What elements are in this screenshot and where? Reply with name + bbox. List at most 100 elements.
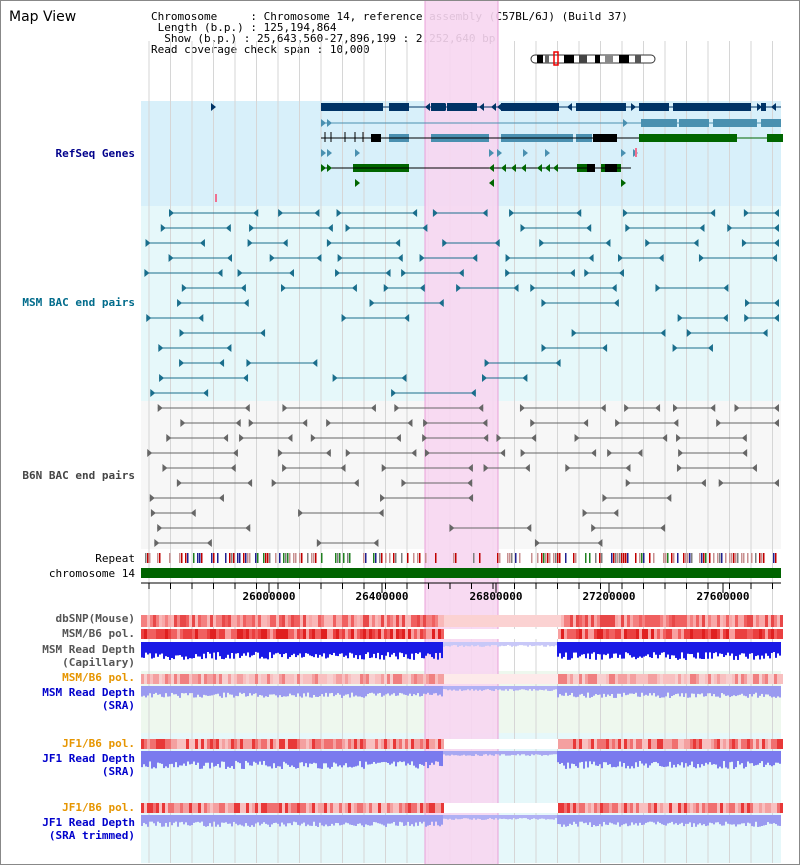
depth-bin	[715, 815, 717, 823]
depth-bin	[361, 686, 363, 698]
density-bin	[525, 739, 528, 749]
bac-end	[223, 434, 229, 442]
density-bin	[222, 674, 225, 684]
depth-bin	[143, 815, 145, 823]
depth-bin	[327, 642, 329, 658]
density-bin	[372, 674, 375, 684]
density-bin	[732, 674, 735, 684]
depth-bin	[415, 642, 417, 653]
density-bin	[672, 803, 675, 813]
depth-bin	[687, 751, 689, 767]
depth-bin	[233, 686, 235, 698]
density-bin	[285, 739, 288, 749]
density-bin	[192, 803, 195, 813]
depth-bin	[169, 815, 171, 823]
depth-bin	[303, 751, 305, 767]
depth-bin	[687, 686, 689, 698]
density-bin	[729, 629, 732, 639]
depth-bin	[673, 751, 675, 765]
density-bin	[591, 739, 594, 749]
density-bin	[729, 803, 732, 813]
depth-bin	[555, 686, 557, 690]
density-bin	[420, 615, 423, 627]
depth-bin	[481, 751, 483, 756]
depth-bin	[445, 815, 447, 819]
density-bin	[219, 674, 222, 684]
density-bin	[465, 615, 468, 627]
density-bin	[297, 629, 300, 639]
depth-bin	[655, 815, 657, 825]
density-bin	[471, 803, 474, 813]
density-bin	[303, 615, 306, 627]
depth-bin	[507, 642, 509, 646]
depth-bin	[581, 642, 583, 655]
density-bin	[741, 739, 744, 749]
density-bin	[516, 803, 519, 813]
depth-bin	[713, 686, 715, 695]
bac-end	[442, 239, 448, 247]
density-bin	[567, 674, 570, 684]
depth-bin	[689, 686, 691, 698]
depth-bin	[641, 815, 643, 825]
depth-bin	[191, 642, 193, 659]
depth-bin	[765, 642, 767, 654]
axis-tick-label: 26400000	[356, 590, 409, 603]
depth-bin	[179, 815, 181, 823]
repeat-element	[703, 553, 705, 563]
density-bin	[747, 629, 750, 639]
depth-bin	[265, 686, 267, 697]
depth-bin	[203, 815, 205, 826]
density-bin	[219, 803, 222, 813]
density-bin	[222, 739, 225, 749]
density-bin	[525, 803, 528, 813]
depth-bin	[609, 686, 611, 696]
depth-bin	[441, 815, 443, 825]
repeat-element	[335, 553, 337, 563]
repeat-element	[515, 553, 517, 563]
depth-bin	[411, 686, 413, 697]
repeat-element	[159, 553, 161, 563]
density-bin	[543, 615, 546, 627]
depth-bin	[325, 751, 327, 764]
density-bin	[213, 674, 216, 684]
density-bin	[339, 629, 342, 639]
density-bin	[474, 803, 477, 813]
density-bin	[579, 739, 582, 749]
depth-bin	[387, 751, 389, 763]
bac-end	[146, 314, 152, 322]
density-bin	[510, 803, 513, 813]
depth-bin	[669, 751, 671, 762]
density-bin	[327, 803, 330, 813]
density-bin	[456, 615, 459, 627]
depth-bin	[731, 642, 733, 654]
repeat-element	[759, 553, 761, 563]
bac-end	[744, 314, 750, 322]
depth-bin	[313, 642, 315, 658]
density-bin	[309, 629, 312, 639]
density-bin	[723, 803, 726, 813]
density-bin	[372, 739, 375, 749]
density-bin	[180, 615, 183, 627]
depth-bin	[599, 751, 601, 765]
depth-bin	[231, 642, 233, 654]
depth-bin	[177, 686, 179, 696]
density-bin	[180, 629, 183, 639]
depth-bin	[663, 815, 665, 825]
depth-bin	[237, 815, 239, 826]
bac-end	[772, 254, 778, 262]
depth-bin	[329, 642, 331, 655]
depth-bin	[529, 751, 531, 756]
depth-bin	[777, 751, 779, 763]
density-bin	[405, 629, 408, 639]
density-bin	[198, 629, 201, 639]
density-bin	[201, 674, 204, 684]
bac-end	[181, 284, 187, 292]
depth-bin	[463, 686, 465, 691]
depth-bin	[647, 686, 649, 696]
depth-bin	[321, 815, 323, 826]
density-bin	[303, 739, 306, 749]
depth-bin	[449, 815, 451, 819]
depth-bin	[403, 751, 405, 762]
density-bin	[618, 629, 621, 639]
